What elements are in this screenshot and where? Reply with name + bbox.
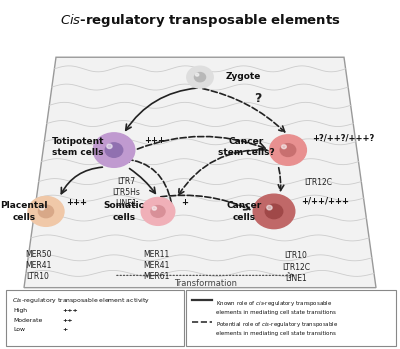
- Circle shape: [282, 145, 286, 149]
- Text: +++: +++: [62, 307, 78, 313]
- Text: LTR12C: LTR12C: [304, 178, 332, 187]
- Text: ++: ++: [62, 318, 72, 322]
- Circle shape: [151, 206, 165, 217]
- Text: Somatic
cells: Somatic cells: [104, 201, 144, 222]
- Text: MER50
MER41
LTR10: MER50 MER41 LTR10: [25, 250, 51, 281]
- Text: Potential role of $\it{cis}$-regulatory transposable
elements in mediating cell : Potential role of $\it{cis}$-regulatory …: [216, 320, 338, 336]
- Circle shape: [253, 194, 295, 229]
- Circle shape: [195, 73, 199, 76]
- FancyBboxPatch shape: [186, 290, 396, 346]
- Text: +: +: [62, 327, 67, 333]
- Circle shape: [38, 205, 54, 218]
- Text: $\it{Cis}$-regulatory transposable element activity: $\it{Cis}$-regulatory transposable eleme…: [12, 296, 150, 305]
- Text: Totipotent
stem cells: Totipotent stem cells: [52, 136, 104, 157]
- Text: MER11
MER41
MER61: MER11 MER41 MER61: [143, 250, 169, 281]
- Text: +/++/+++: +/++/+++: [302, 196, 350, 205]
- Text: Zygote: Zygote: [226, 72, 261, 81]
- Text: Transformation: Transformation: [174, 279, 238, 288]
- Text: +?/++?/+++?: +?/++?/+++?: [312, 134, 374, 143]
- Text: Low: Low: [13, 327, 25, 333]
- Text: LTR7
LTR5Hs
LINE1: LTR7 LTR5Hs LINE1: [112, 177, 140, 208]
- Text: Placental
cells: Placental cells: [0, 201, 48, 222]
- Text: +++: +++: [66, 198, 87, 207]
- Circle shape: [194, 73, 206, 82]
- Circle shape: [28, 196, 64, 226]
- Circle shape: [270, 135, 306, 165]
- Text: High: High: [13, 307, 27, 313]
- Text: ?: ?: [254, 92, 262, 105]
- FancyBboxPatch shape: [6, 290, 184, 346]
- Text: +++: +++: [144, 136, 165, 144]
- Circle shape: [105, 143, 123, 157]
- Circle shape: [267, 205, 272, 210]
- Circle shape: [107, 144, 112, 149]
- Text: Known role of $\it{cis}$-regulatory transposable
elements in mediating cell stat: Known role of $\it{cis}$-regulatory tran…: [216, 299, 336, 314]
- Text: Moderate: Moderate: [13, 318, 42, 322]
- Circle shape: [40, 206, 44, 210]
- Text: Cancer
stem cells?: Cancer stem cells?: [218, 136, 274, 157]
- Text: LTR10
LTR12C
LINE1: LTR10 LTR12C LINE1: [282, 251, 310, 283]
- Circle shape: [265, 204, 283, 218]
- Circle shape: [187, 66, 213, 88]
- Circle shape: [152, 207, 156, 210]
- Text: $\it{Cis}$-regulatory transposable elements: $\it{Cis}$-regulatory transposable eleme…: [60, 12, 340, 29]
- Circle shape: [280, 144, 296, 156]
- Polygon shape: [24, 57, 376, 288]
- Circle shape: [93, 133, 135, 167]
- Circle shape: [141, 198, 175, 225]
- Text: +: +: [181, 198, 188, 207]
- Text: Cancer
cells: Cancer cells: [226, 201, 262, 222]
